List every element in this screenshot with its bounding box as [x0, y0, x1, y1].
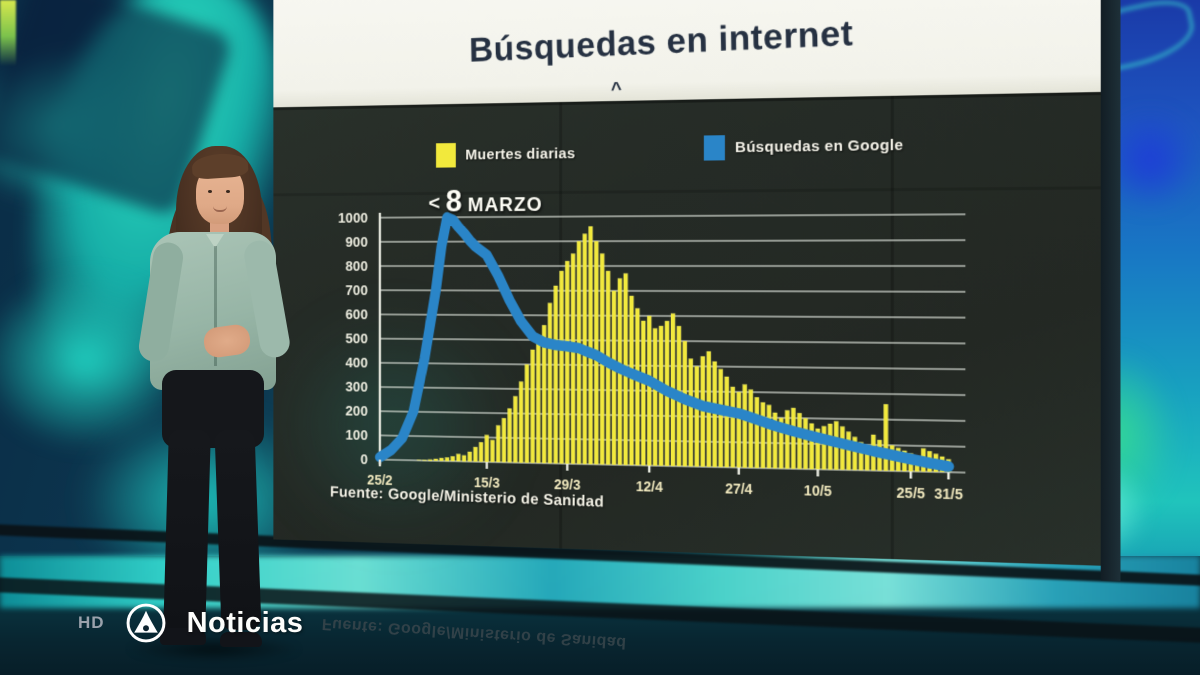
date-annotation: < 8 MARZO: [428, 183, 542, 219]
svg-text:31/5: 31/5: [934, 486, 963, 503]
presenter-shadow: [126, 636, 302, 662]
svg-text:12/4: 12/4: [636, 479, 663, 495]
svg-text:10/5: 10/5: [804, 483, 832, 499]
presentation-screen: Búsquedas en internet ^ Muertes diarias …: [273, 0, 1103, 566]
svg-text:500: 500: [345, 330, 367, 346]
svg-text:15/3: 15/3: [474, 475, 500, 491]
svg-text:900: 900: [345, 234, 367, 250]
svg-text:0: 0: [360, 451, 368, 467]
blouse-placket: [214, 246, 217, 366]
channel-name: Noticias: [186, 606, 304, 639]
presenter-shoe: [220, 632, 262, 647]
svg-text:1000: 1000: [338, 210, 368, 226]
svg-text:800: 800: [345, 258, 367, 274]
svg-text:300: 300: [345, 378, 367, 394]
news-presenter: [118, 142, 308, 675]
presenter-eye: [208, 190, 212, 193]
svg-text:29/3: 29/3: [554, 477, 581, 493]
hd-badge: HD: [78, 613, 105, 632]
presenter-leg: [214, 429, 262, 631]
svg-text:600: 600: [345, 306, 367, 322]
presenter-shoe: [160, 628, 206, 645]
presenter-smile: [213, 206, 227, 212]
svg-text:25/5: 25/5: [897, 485, 926, 502]
annotation-month: MARZO: [467, 194, 543, 217]
antena3-logo-icon: [126, 603, 165, 643]
svg-text:100: 100: [345, 427, 367, 443]
annotation-day: 8: [445, 183, 463, 219]
left-arrow-icon: <: [428, 191, 441, 215]
channel-branding: HD Noticias: [78, 602, 303, 644]
svg-text:700: 700: [345, 282, 367, 298]
corner-color-sliver: [0, 0, 16, 66]
svg-text:25/2: 25/2: [367, 473, 393, 489]
svg-text:400: 400: [345, 354, 367, 370]
blouse-collar: [206, 234, 224, 248]
svg-text:27/4: 27/4: [725, 481, 753, 497]
source-text-reflection: Fuente: Google/Ministerio de Sanidad: [321, 615, 628, 652]
presenter-eye: [226, 190, 230, 193]
svg-text:200: 200: [345, 403, 367, 419]
